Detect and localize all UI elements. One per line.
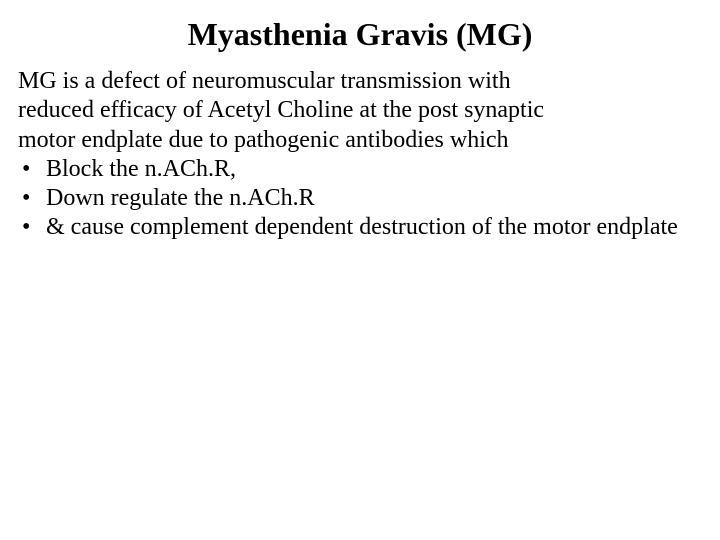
- slide-title: Myasthenia Gravis (MG): [18, 16, 702, 53]
- bullet-item: & cause complement dependent destruction…: [18, 213, 702, 242]
- intro-line-3: motor endplate due to pathogenic antibod…: [18, 127, 509, 153]
- bullet-text: & cause complement dependent destruction…: [46, 214, 678, 240]
- slide-body: MG is a defect of neuromuscular transmis…: [18, 67, 702, 243]
- bullet-text: Block the n.ACh.R,: [46, 156, 236, 182]
- slide: Myasthenia Gravis (MG) MG is a defect of…: [0, 0, 720, 540]
- bullet-list: Block the n.ACh.R, Down regulate the n.A…: [18, 155, 702, 243]
- intro-paragraph: MG is a defect of neuromuscular transmis…: [18, 67, 702, 155]
- intro-line-1: MG is a defect of neuromuscular transmis…: [18, 68, 511, 94]
- bullet-text: Down regulate the n.ACh.R: [46, 185, 315, 211]
- bullet-item: Down regulate the n.ACh.R: [18, 184, 702, 213]
- bullet-item: Block the n.ACh.R,: [18, 155, 702, 184]
- intro-line-2: reduced efficacy of Acetyl Choline at th…: [18, 97, 544, 123]
